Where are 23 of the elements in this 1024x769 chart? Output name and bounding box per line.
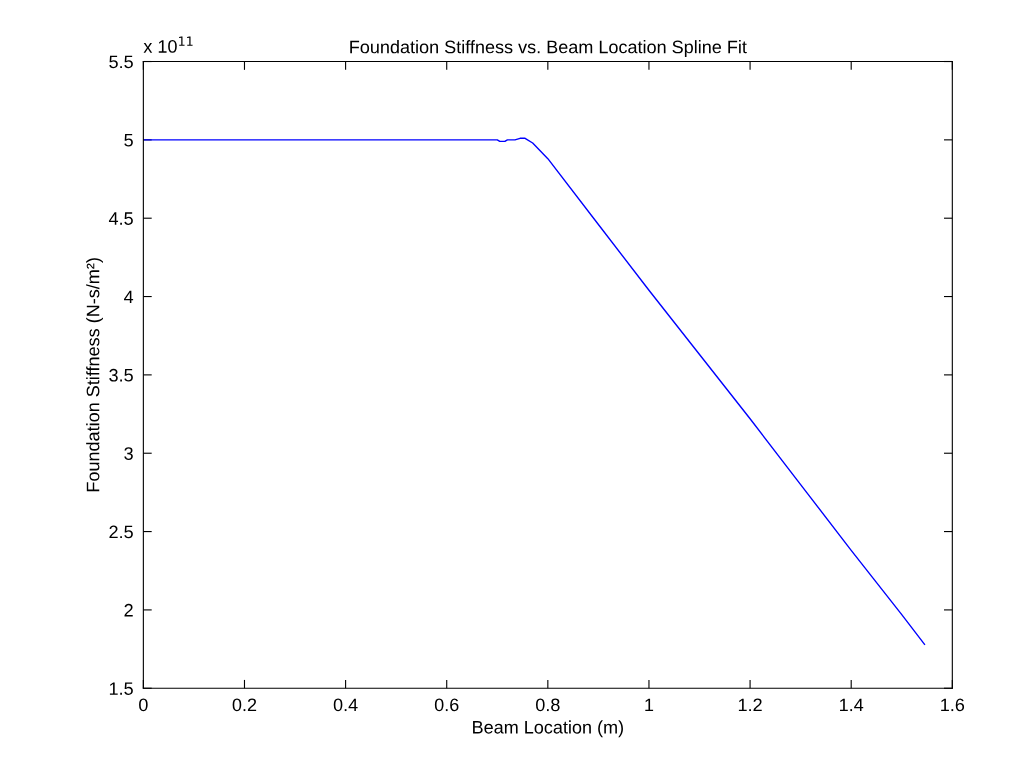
x-tick-label: 0.4 (333, 698, 358, 712)
y-axis-title: Foundation Stiffness (N-s/m²) (86, 258, 103, 492)
x-tick-label: 1 (645, 698, 654, 712)
x-tick-label: 0.6 (434, 698, 459, 712)
y-tick-label: 2.5 (109, 525, 133, 539)
text: x 10$^{11}$ (143, 36, 193, 53)
x-tick-label: 1.2 (738, 698, 762, 712)
y-tick-label: 4.5 (108, 212, 133, 225)
x-tick-label: 0 (139, 698, 148, 712)
y-tick-label: 5.5 (109, 55, 133, 69)
y-tick-label: 2 (124, 603, 133, 617)
y-tick-label: 5 (124, 133, 133, 147)
x-tick-label: 0.8 (536, 698, 560, 712)
y-tick-label: 1.5 (109, 682, 133, 695)
x-tick-label: 1.4 (840, 698, 864, 712)
y-tick-label: 3 (124, 447, 133, 460)
line-series (143, 137, 926, 646)
chart-title: Foundation Stiffness vs. Beam Location Spline Fit (350, 40, 747, 57)
x-tick-label: 0.2 (232, 698, 257, 712)
x-tick-label: 1.6 (941, 698, 965, 712)
y-tick-label: 3.5 (109, 368, 133, 382)
x-axis-title: Beam Location (m) (473, 720, 623, 738)
y-tick-label: 4 (124, 290, 134, 304)
